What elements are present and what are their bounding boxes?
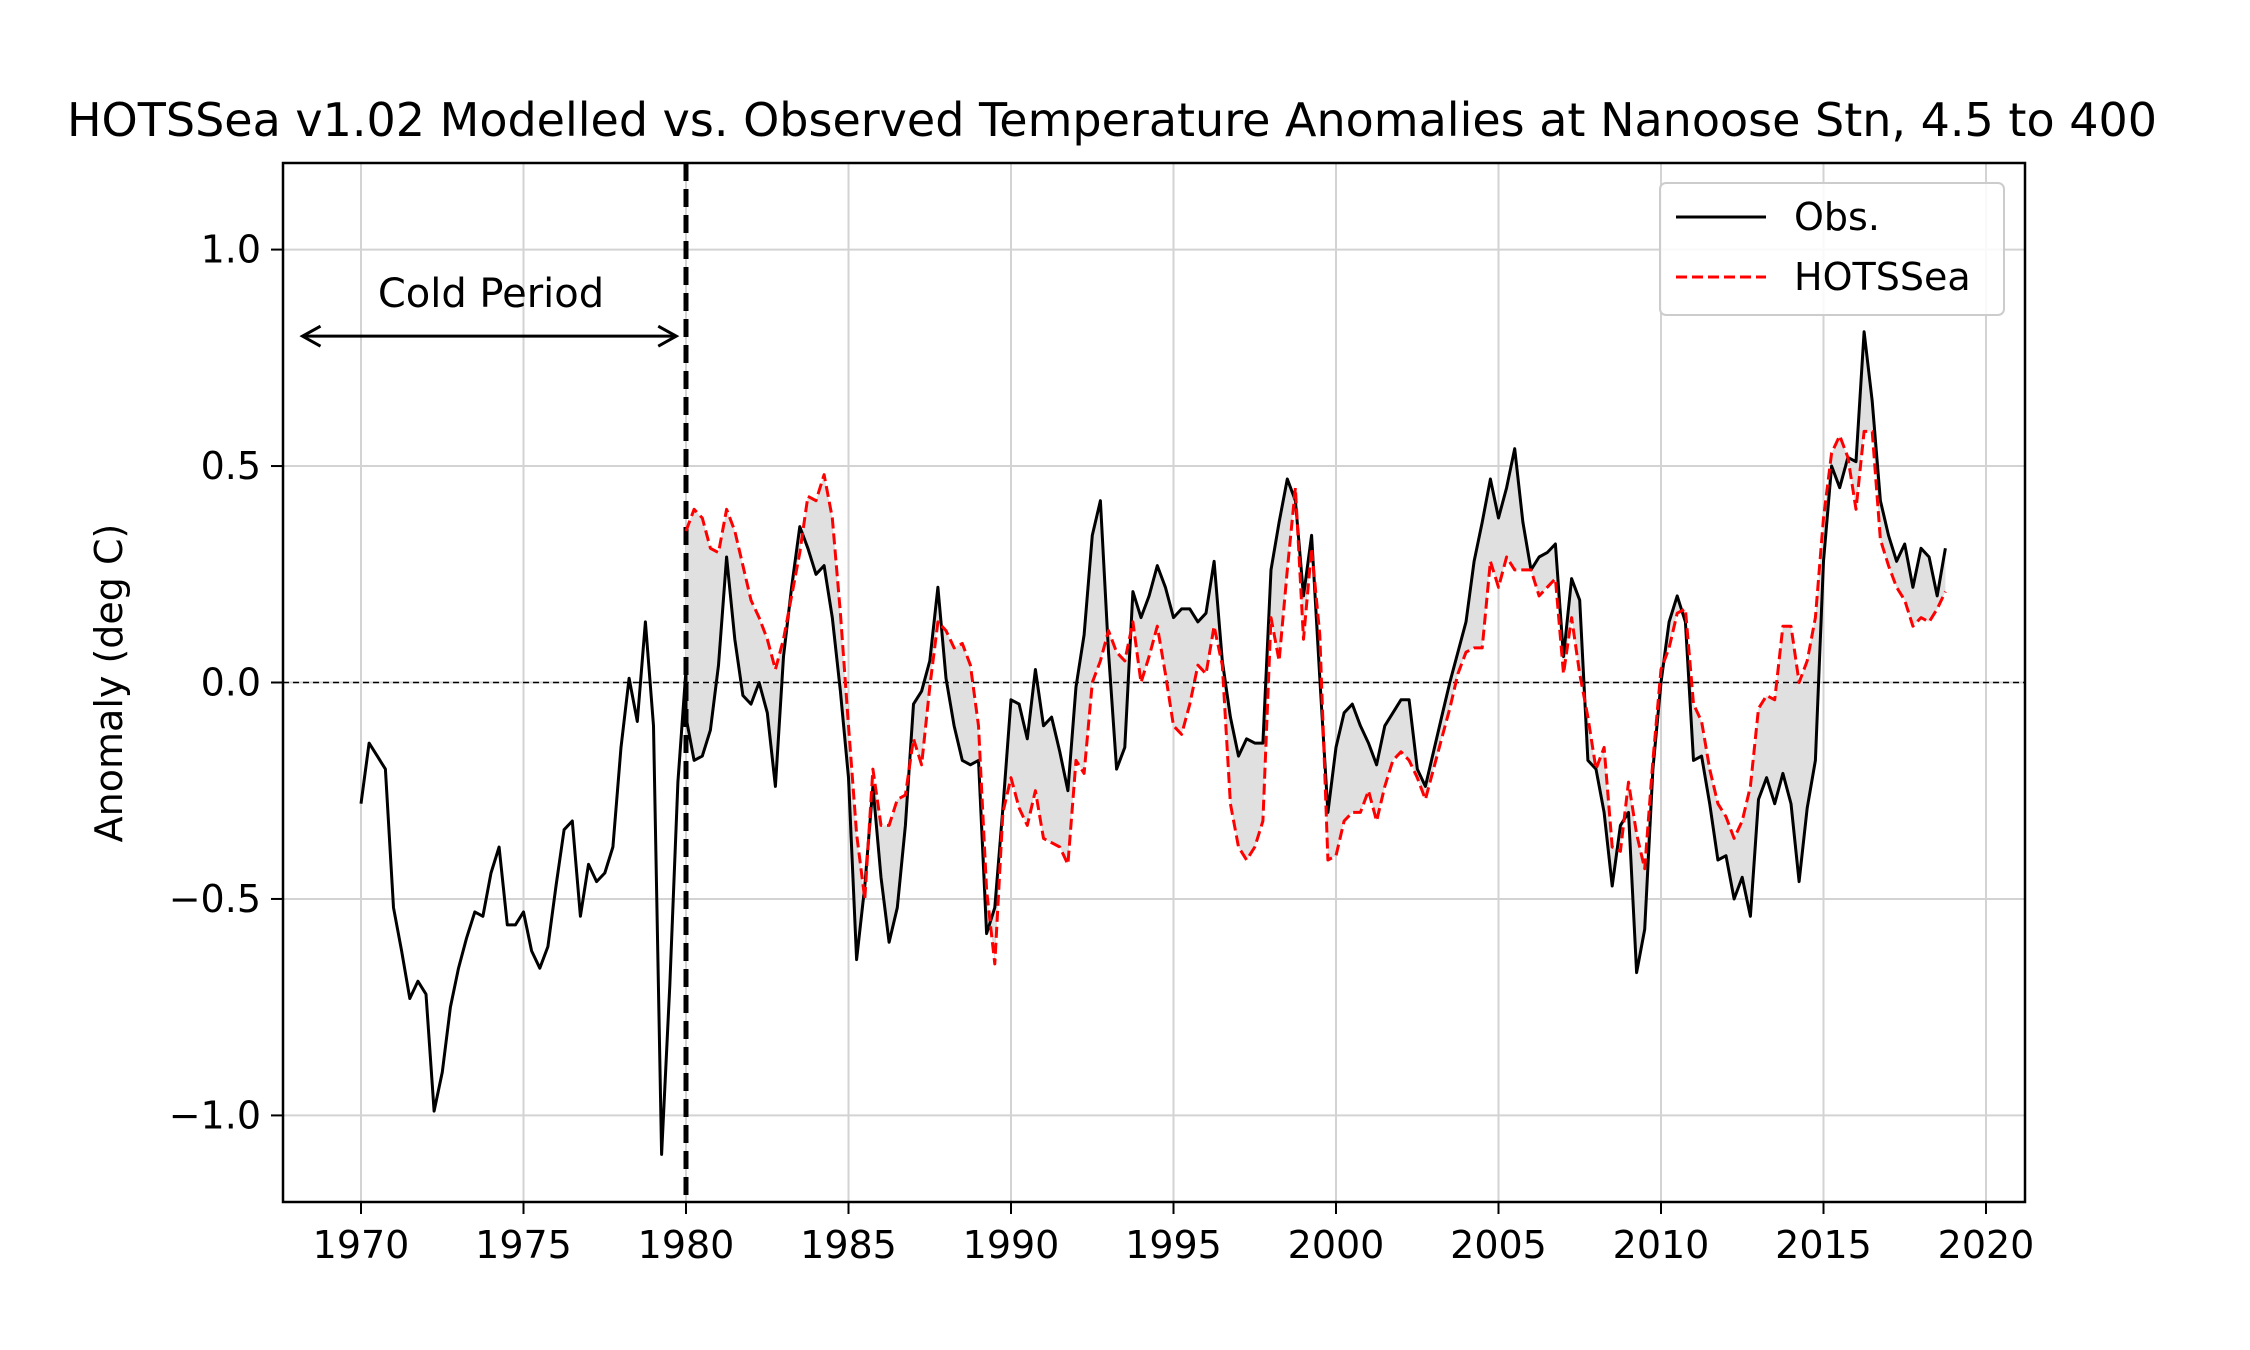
- legend: Obs. HOTSSea: [1659, 182, 2005, 316]
- y-tick-label: −0.5: [169, 877, 261, 921]
- y-tick-label: 1.0: [201, 228, 261, 272]
- obs-series-line: [359, 330, 1947, 1156]
- y-tick-label: 0.0: [201, 661, 261, 705]
- y-axis-label: Anomaly (deg C): [87, 524, 131, 843]
- y-tick-label: 0.5: [201, 444, 261, 488]
- x-tick-label: 1995: [1125, 1223, 1222, 1267]
- annotation-arrow-head-right: [657, 324, 680, 348]
- hotssea-series-line: [684, 429, 1947, 966]
- fill-between-area: [686, 331, 1946, 973]
- x-tick-label: 1980: [638, 1223, 735, 1267]
- y-axis-ticks: −1.0 −0.5 0.0 0.5 1.0: [169, 228, 283, 1137]
- x-tick-label: 1990: [963, 1223, 1060, 1267]
- y-tick-label: −1.0: [169, 1093, 261, 1137]
- x-tick-label: 1970: [313, 1223, 410, 1267]
- x-tick-label: 2020: [1938, 1223, 2035, 1267]
- difference-fill: [686, 331, 1946, 973]
- series-lines: [359, 330, 1947, 1156]
- annotation-label: Cold Period: [378, 271, 604, 317]
- x-tick-label: 1975: [475, 1223, 572, 1267]
- x-tick-label: 2015: [1775, 1223, 1872, 1267]
- x-tick-label: 1985: [800, 1223, 897, 1267]
- legend-label-obs: Obs.: [1794, 195, 1880, 239]
- legend-label-hotssea: HOTSSea: [1794, 255, 1971, 299]
- x-tick-label: 2000: [1288, 1223, 1385, 1267]
- x-tick-label: 2010: [1613, 1223, 1710, 1267]
- annotation-arrow-head-left: [299, 324, 322, 348]
- x-tick-label: 2005: [1450, 1223, 1547, 1267]
- x-axis-ticks: 1970 1975 1980 1985 1990 1995 2000 2005 2010 2015…: [313, 1202, 2035, 1267]
- cold-period-annotation: Cold Period: [299, 271, 680, 348]
- reference-lines: [283, 163, 2025, 1202]
- chart-title: HOTSSea v1.02 Modelled vs. Observed Temp…: [67, 93, 2157, 147]
